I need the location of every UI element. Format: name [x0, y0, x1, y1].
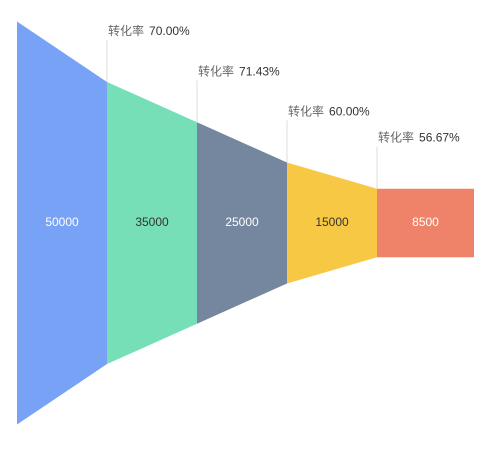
funnel-segment: [287, 162, 377, 284]
funnel-segment: [107, 81, 197, 365]
funnel-segment: [17, 21, 107, 425]
conversion-label: 转化率 70.00%: [108, 23, 190, 38]
segment-label: 50000: [45, 215, 79, 229]
conversion-value: 56.67%: [419, 131, 460, 145]
conversion-title: 转化率: [198, 63, 234, 78]
segment-label: 15000: [315, 215, 349, 229]
segment-label: 25000: [225, 215, 259, 229]
segment-label: 8500: [412, 215, 439, 229]
funnel-segment: [197, 122, 287, 324]
conversion-label: 转化率 56.67%: [378, 130, 460, 145]
conversion-value: 70.00%: [149, 24, 190, 38]
conversion-value: 60.00%: [329, 105, 370, 119]
conversion-value: 71.43%: [239, 64, 280, 78]
conversion-label: 转化率 71.43%: [198, 63, 280, 78]
segment-label: 35000: [135, 215, 169, 229]
conversion-title: 转化率: [108, 23, 144, 38]
conversion-title: 转化率: [378, 130, 414, 145]
funnel-segment: [377, 188, 474, 258]
conversion-label: 转化率 60.00%: [288, 104, 370, 119]
conversion-title: 转化率: [288, 104, 324, 119]
